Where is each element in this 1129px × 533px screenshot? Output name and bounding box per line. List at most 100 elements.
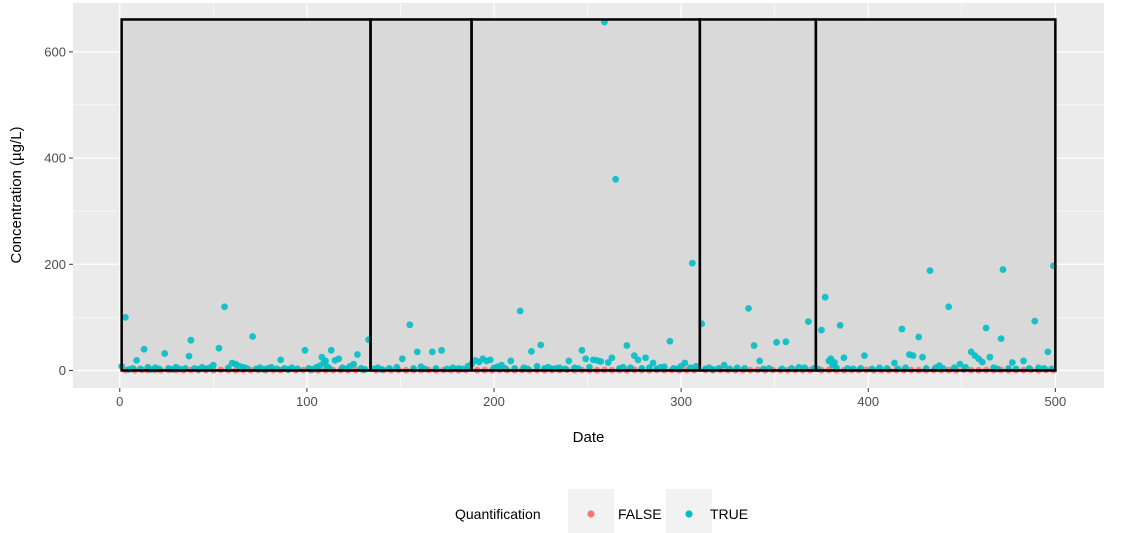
period-rect [121, 19, 371, 371]
data-point-true [999, 266, 1007, 273]
data-point-true [322, 357, 330, 365]
y-axis: 0 200 400 600 [44, 44, 73, 378]
data-point-true [215, 344, 223, 352]
data-point-true [612, 175, 620, 183]
data-point-true [836, 321, 844, 329]
data-point-true [582, 355, 590, 363]
data-point-true [956, 360, 964, 368]
legend-key-true-icon [685, 510, 693, 518]
period-rect [815, 19, 1056, 371]
x-axis: 0 100 200 300 400 500 [116, 388, 1066, 409]
y-tick-label: 400 [44, 151, 66, 166]
data-point-true [919, 353, 926, 361]
data-point-true [301, 346, 309, 354]
data-point-true [354, 351, 361, 358]
data-point-true [185, 352, 193, 360]
data-point-true [438, 346, 446, 354]
period-rect-border [814, 18, 1057, 372]
data-point-true [1031, 317, 1039, 325]
y-axis-title: Concentration (µg/L) [8, 126, 25, 263]
data-point-true [782, 338, 790, 346]
data-point-true [221, 303, 228, 311]
x-axis-title: Date [573, 429, 605, 446]
data-point-true [187, 336, 195, 344]
data-point-true [597, 358, 605, 365]
data-point-true [486, 356, 494, 364]
y-tick-label: 600 [44, 44, 66, 59]
legend: Quantification FALSE TRUE [455, 489, 748, 533]
data-point-true [398, 355, 406, 363]
data-point-true [533, 362, 541, 370]
data-point-true [623, 342, 631, 349]
period-rectangles [121, 19, 1056, 371]
data-point-true [161, 350, 169, 357]
x-tick-label: 200 [483, 394, 505, 409]
data-point-true [608, 354, 616, 362]
data-point-true [565, 357, 573, 365]
data-point-true [649, 359, 657, 367]
y-tick-label: 0 [59, 363, 66, 378]
x-tick-label: 500 [1044, 394, 1066, 409]
data-point-true [926, 267, 934, 275]
data-point-true [516, 307, 524, 315]
data-point-true [428, 348, 436, 356]
data-point-true [507, 357, 515, 365]
period-borders [120, 18, 1057, 372]
data-point-true [586, 363, 593, 371]
data-point-true [327, 346, 335, 354]
data-point-true [750, 342, 758, 349]
data-point-true [688, 259, 696, 267]
data-point-true [350, 360, 358, 368]
data-point-true [249, 333, 257, 340]
x-tick-label: 0 [116, 394, 123, 409]
data-point-true [804, 318, 812, 326]
period-rect [471, 19, 700, 371]
data-point-true [277, 356, 285, 364]
data-point-true [121, 313, 129, 321]
data-point-true [578, 346, 586, 354]
legend-label-true: TRUE [710, 506, 748, 522]
y-tick-label: 200 [44, 257, 66, 272]
data-point-true [393, 363, 401, 371]
data-point-true [909, 352, 917, 360]
data-point-true [756, 357, 764, 365]
data-point-true [528, 347, 535, 355]
period-rect [699, 19, 816, 371]
data-point-true [133, 356, 141, 364]
data-point-true [982, 324, 990, 332]
data-point-true [642, 354, 649, 362]
data-point-true [795, 363, 803, 371]
data-point-true [821, 293, 829, 301]
period-rect [370, 19, 472, 371]
legend-key-false-icon [587, 510, 595, 518]
data-point-true [818, 326, 825, 334]
data-point-true [692, 362, 700, 370]
data-point-true [666, 337, 674, 345]
data-point-true [898, 325, 906, 333]
data-point-true [840, 354, 848, 362]
data-point-true [720, 361, 728, 369]
data-point-true [745, 304, 752, 312]
data-point-true [406, 321, 414, 329]
data-point-true [634, 356, 642, 364]
data-point-true [335, 355, 343, 363]
data-point-true [140, 345, 148, 353]
data-point-true [831, 359, 838, 366]
data-point-true [1008, 359, 1016, 366]
data-point-true [945, 303, 953, 311]
data-point-true [962, 363, 969, 371]
data-point-true [861, 352, 868, 360]
x-tick-label: 300 [670, 394, 692, 409]
x-tick-label: 100 [296, 394, 318, 409]
data-point-true [537, 341, 545, 349]
data-point-true [681, 359, 689, 367]
data-point-true [978, 358, 986, 366]
legend-title: Quantification [455, 506, 541, 522]
data-point-true [1044, 348, 1052, 356]
data-point-true [891, 359, 898, 367]
data-point-true [619, 363, 627, 371]
data-point-true [413, 348, 421, 356]
x-tick-label: 400 [857, 394, 879, 409]
legend-label-false: FALSE [618, 506, 662, 522]
